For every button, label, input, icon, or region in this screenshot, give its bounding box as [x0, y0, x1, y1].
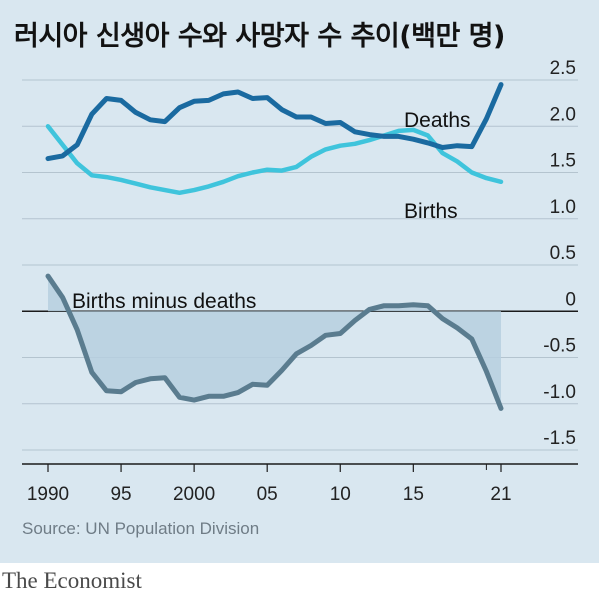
x-tick-label: 10 — [330, 484, 351, 505]
births-line — [45, 124, 504, 196]
publisher-logo: The Economist — [2, 568, 142, 593]
y-tick-label: 1.5 — [550, 151, 576, 172]
y-tick-label: -1.5 — [543, 428, 576, 449]
source-note: Source: UN Population Division — [22, 519, 260, 538]
deaths-label: Deaths — [404, 109, 471, 132]
x-tick-label: 2000 — [173, 484, 215, 505]
x-tick-label: 15 — [403, 484, 424, 505]
births-minus-deaths-line — [45, 273, 504, 411]
births-label: Births — [404, 200, 458, 223]
y-tick-label: 0 — [565, 289, 576, 310]
difference-area — [48, 276, 501, 409]
y-tick-label: -0.5 — [543, 336, 576, 357]
x-tick-label: 21 — [490, 484, 511, 505]
deaths-line — [45, 82, 504, 162]
x-tick-label: 05 — [257, 484, 278, 505]
y-tick-label: -1.0 — [543, 382, 576, 403]
x-tick-label: 1990 — [27, 484, 69, 505]
y-tick-label: 1.0 — [550, 197, 576, 218]
y-tick-label: 2.5 — [550, 58, 576, 79]
births-minus-deaths-label: Births minus deaths — [72, 290, 256, 313]
x-tick-label: 95 — [110, 484, 131, 505]
line-chart: 2.5 2.0 1.5 1.0 0.5 0 -0.5 -1.0 -1.5 1990 95 2000 05… — [22, 58, 578, 505]
y-tick-label: 2.0 — [550, 104, 576, 125]
y-tick-label: 0.5 — [550, 243, 576, 264]
chart-title: 러시아 신생아 수와 사망자 수 추이(백만 명) — [14, 21, 505, 52]
